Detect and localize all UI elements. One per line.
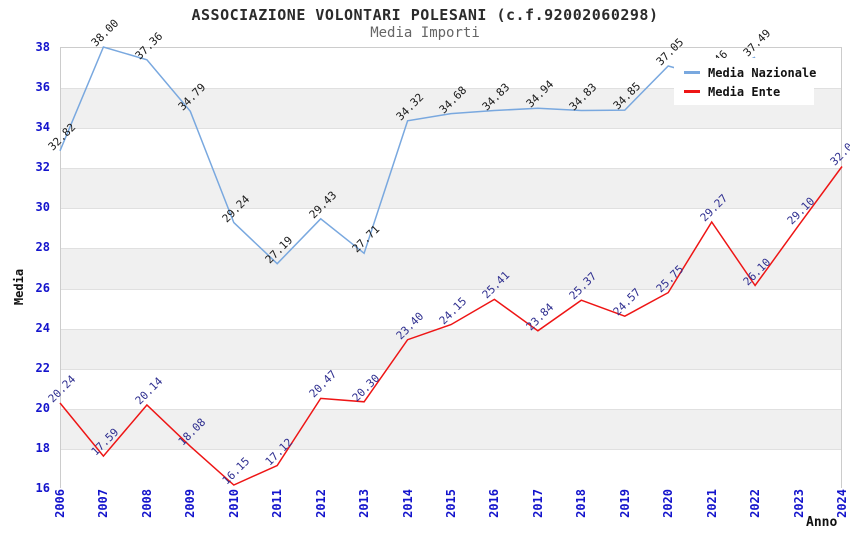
y-axis-tick-label: 34 [35, 120, 50, 135]
grid-band [61, 368, 841, 409]
y-axis-tick-label: 22 [35, 360, 50, 375]
series-line-media-ente [59, 166, 843, 486]
y-axis-tick-label: 30 [35, 200, 50, 215]
data-point-label: 16.15 [219, 454, 253, 488]
y-axis-tick-label: 24 [35, 320, 50, 335]
grid-band [61, 208, 841, 249]
data-point-label: 17.12 [262, 435, 296, 468]
media-nazionale-line-icon [684, 71, 700, 74]
x-axis-tick-label: 2014 [400, 489, 415, 518]
legend-item-media-ente: Media Ente [684, 82, 814, 101]
legend-label: Media Ente [708, 84, 781, 99]
grid-line [61, 168, 841, 170]
x-axis-tick-label: 2023 [791, 489, 806, 518]
grid-line [61, 88, 841, 90]
data-point-label: 26.10 [740, 255, 774, 288]
data-point-label: 34.32 [393, 90, 426, 124]
data-point-label: 29.10 [784, 195, 817, 228]
plot-area: 32.82 38.00 37.36 34.79 29.24 27.19 29.43 27.71… [46, 17, 850, 489]
data-point-labels: 32.82 38.00 37.36 34.79 29.24 27.19 29.43 27.71… [46, 17, 850, 488]
grid-band [61, 448, 841, 489]
y-axis-tick-label: 38 [35, 40, 50, 54]
y-axis-tick-label: 32 [35, 160, 50, 175]
grid-line [61, 288, 841, 290]
chart-title: ASSOCIAZIONE VOLONTARI POLESANI (c.f.920… [191, 6, 659, 24]
grid-line [61, 368, 841, 370]
data-point-label: 20.30 [349, 371, 383, 405]
x-axis-tick-label: 2020 [661, 489, 676, 518]
legend: Media Nazionale Media Ente [674, 58, 817, 105]
y-axis-tick-label: 16 [35, 481, 50, 495]
x-axis-tick-label: 2022 [748, 489, 763, 518]
data-point-label: 29.24 [219, 192, 253, 225]
data-point-label: 23.84 [523, 300, 557, 334]
grid-line [61, 408, 841, 410]
x-axis-tick-label: 2006 [53, 489, 67, 518]
data-point-label: 18.08 [176, 415, 209, 449]
data-point-label: 34.85 [610, 79, 644, 113]
grid-band [61, 128, 841, 169]
legend-label: Media Nazionale [708, 65, 817, 80]
plot-background-bands [60, 47, 842, 489]
x-axis-tick-label: 2015 [444, 489, 458, 518]
series-line-media-nazionale [59, 46, 756, 265]
grid-line [61, 448, 841, 450]
data-point-label: 34.94 [523, 78, 557, 111]
x-axis-tick-label: 2016 [487, 489, 502, 518]
y-axis-tick-label: 20 [35, 400, 50, 415]
legend-item-media-nazionale: Media Nazionale [684, 63, 817, 82]
grid-line [61, 208, 841, 210]
x-axis-tick-label: 2017 [530, 489, 545, 518]
data-point-label: 20.47 [306, 368, 339, 401]
grid-line [61, 128, 841, 130]
data-point-label: 32.82 [45, 120, 79, 154]
data-point-label: 29.27 [697, 191, 730, 225]
grid-band [61, 248, 841, 289]
grid-band [61, 328, 841, 369]
x-axis-tick-label: 2013 [357, 489, 372, 518]
data-point-label: 34.83 [567, 80, 600, 113]
data-point-label: 27.71 [349, 222, 383, 256]
x-axis-tick-label: 2011 [270, 489, 285, 518]
data-point-label: 34.83 [480, 80, 513, 113]
data-point-label: 27.19 [262, 233, 296, 266]
grid-band [61, 288, 841, 329]
data-point-label: 34.68 [436, 83, 470, 116]
y-axis-tick-label: 26 [35, 280, 50, 295]
x-axis-tick-label: 2007 [96, 489, 111, 518]
series-lines [59, 46, 843, 486]
grid-line [61, 248, 841, 250]
x-axis-tick-label: 2010 [226, 489, 241, 518]
y-axis-tick-label: 36 [35, 80, 50, 95]
x-axis-tick-label: 2021 [704, 489, 719, 518]
data-point-label: 17.59 [89, 425, 122, 459]
data-point-label: 24.15 [436, 294, 470, 327]
data-point-label: 20.14 [132, 374, 166, 408]
data-point-label: 20.24 [45, 372, 79, 406]
x-axis-tick-label: 2012 [313, 489, 328, 518]
y-axis-tick-label: 18 [35, 440, 50, 455]
data-point-label: 32.04 [827, 136, 850, 169]
x-axis-tick-label: 2024 [835, 489, 849, 518]
x-axis-tick-label: 2019 [617, 489, 632, 518]
x-axis-title: Anno [806, 515, 838, 530]
grid-line [61, 328, 841, 330]
data-point-label: 25.41 [480, 269, 513, 302]
x-axis-tick-label: 2009 [183, 489, 198, 518]
x-axis-tick-label: 2008 [139, 489, 154, 518]
data-point-label: 24.57 [610, 285, 644, 319]
x-axis-tick-label: 2018 [574, 489, 589, 518]
data-point-label: 29.43 [306, 188, 339, 222]
chart-subtitle: Media Importi [370, 25, 480, 41]
grid-band [61, 408, 841, 449]
data-point-label: 25.37 [567, 269, 600, 303]
grid-band [61, 168, 841, 209]
data-point-label: 34.79 [176, 81, 209, 114]
y-axis-tick-label: 28 [35, 240, 50, 255]
media-ente-line-icon [684, 90, 700, 93]
data-point-label: 25.75 [653, 262, 687, 295]
data-point-label: 23.40 [393, 309, 426, 342]
